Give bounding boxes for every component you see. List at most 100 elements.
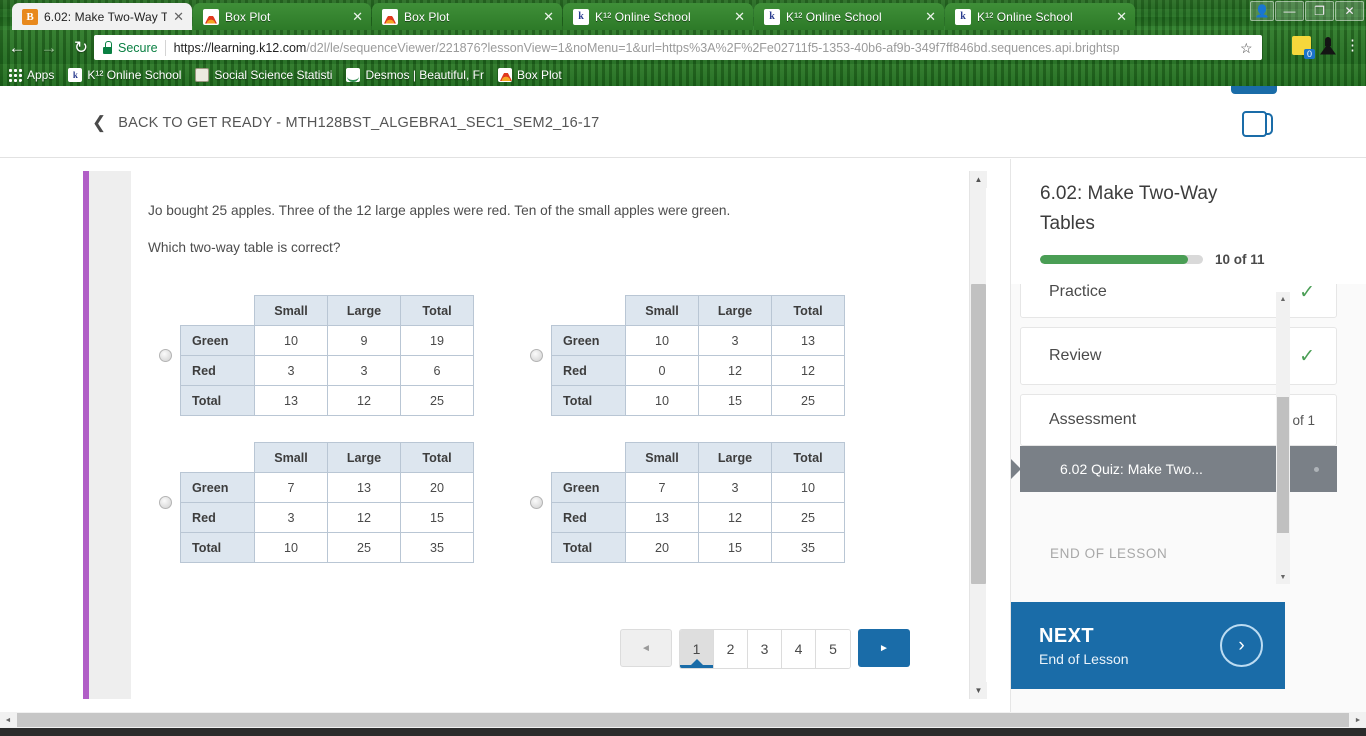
title-bar: B 6.02: Make Two-Way Tab ✕ Box Plot ✕ Bo… — [0, 0, 1366, 30]
browser-tab-4[interactable]: k K¹² Online School ✕ — [754, 3, 944, 30]
chevron-right-icon: › — [1220, 624, 1263, 667]
previous-page-button[interactable]: ◄ — [620, 629, 672, 667]
close-icon[interactable]: ✕ — [543, 8, 554, 24]
reload-icon[interactable]: ↻ — [73, 37, 89, 57]
scroll-up-icon[interactable]: ▲ — [970, 171, 987, 188]
window-controls: 👤 — ❐ ✕ — [1250, 1, 1364, 21]
side-panel-icon[interactable] — [1242, 111, 1273, 138]
table-row: Total 20 15 35 — [551, 532, 845, 563]
column-header: Total — [771, 442, 845, 473]
answer-option-d[interactable]: Small Large Total Green 7 3 10 Red 1 — [530, 442, 845, 563]
corner-cell — [552, 443, 626, 473]
table-cell: 12 — [327, 502, 401, 533]
page-button-3[interactable]: 3 — [748, 630, 782, 668]
table-row: Green 7 13 20 — [180, 472, 474, 503]
bookmark-apps[interactable]: Apps — [8, 68, 54, 82]
next-button[interactable]: NEXT End of Lesson › — [1011, 602, 1285, 689]
close-icon[interactable]: ✕ — [352, 8, 363, 24]
progress-fill — [1040, 255, 1189, 264]
sidebar-subitem-label: 6.02 Quiz: Make Two... — [1060, 461, 1203, 477]
scrollbar-thumb[interactable] — [17, 713, 1349, 727]
answer-option-a[interactable]: Small Large Total Green 10 9 19 Red — [159, 295, 474, 416]
scroll-down-icon[interactable]: ▼ — [970, 682, 987, 699]
bookmark-k12[interactable]: k K¹² Online School — [68, 68, 181, 82]
close-icon[interactable]: ✕ — [734, 8, 745, 24]
page-button-5[interactable]: 5 — [816, 630, 850, 668]
bookmark-social-science[interactable]: Social Science Statisti — [195, 68, 332, 82]
next-page-button[interactable]: ► — [858, 629, 910, 667]
back-to-get-ready-link[interactable]: ❮ BACK TO GET READY - MTH128BST_ALGEBRA1… — [92, 114, 599, 131]
radio-button[interactable] — [530, 349, 543, 362]
address-bar[interactable]: Secure https://learning.k12.com/d2l/le/s… — [94, 35, 1262, 60]
scroll-right-icon[interactable]: ► — [1354, 716, 1362, 724]
row-header: Green — [551, 472, 626, 503]
back-link-label: BACK TO GET READY - MTH128BST_ALGEBRA1_S… — [118, 114, 600, 131]
close-icon[interactable]: ✕ — [1116, 8, 1127, 24]
forward-icon[interactable]: → — [40, 37, 58, 57]
page-horizontal-scrollbar[interactable]: ◄ ► — [0, 712, 1366, 728]
close-icon[interactable]: ✕ — [173, 8, 184, 24]
close-icon[interactable]: ✕ — [925, 8, 936, 24]
scrollbar-thumb[interactable] — [1277, 397, 1289, 533]
table-cell: 15 — [400, 502, 474, 533]
restore-button[interactable]: ❐ — [1305, 1, 1334, 21]
page-button-1[interactable]: 1 — [680, 630, 714, 668]
browser-tab-5[interactable]: k K¹² Online School ✕ — [945, 3, 1135, 30]
scroll-up-icon[interactable]: ▲ — [1279, 295, 1287, 303]
page-button-4[interactable]: 4 — [782, 630, 816, 668]
sidebar-scrollbar[interactable]: ▲ ▼ — [1276, 292, 1290, 584]
top-tab-stub — [1231, 86, 1277, 94]
two-way-table-c: Small Large Total Green 7 13 20 Red — [180, 442, 474, 563]
row-header: Red — [180, 502, 255, 533]
table-cell: 13 — [625, 502, 699, 533]
tab-title: Box Plot — [404, 9, 450, 24]
row-header: Green — [551, 325, 626, 356]
box-plot-icon — [497, 68, 512, 82]
bookmark-desmos[interactable]: Desmos | Beautiful, Fr — [346, 68, 484, 82]
page-button-2[interactable]: 2 — [714, 630, 748, 668]
row-header: Total — [551, 532, 626, 563]
table-cell: 20 — [400, 472, 474, 503]
sidebar-item-list: Practice ✓ Review ✓ Assessment 0 of 1 6.… — [1011, 284, 1366, 584]
sidebar-item-label: Assessment — [1049, 411, 1137, 428]
sidebar-item-label: Review — [1049, 347, 1102, 364]
chevron-left-icon: ❮ — [92, 113, 107, 132]
chrome-menu-icon[interactable]: ⋮ — [1345, 37, 1360, 54]
radio-button[interactable] — [159, 349, 172, 362]
table-cell: 19 — [400, 325, 474, 356]
next-button-text: NEXT End of Lesson — [1039, 625, 1129, 667]
content-vertical-scrollbar[interactable]: ▲ ▼ — [969, 171, 987, 699]
url-text: https://learning.k12.com/d2l/le/sequence… — [174, 41, 1236, 55]
user-profile-icon[interactable]: 👤 — [1250, 1, 1274, 21]
active-pointer-icon — [1011, 458, 1021, 480]
table-cell: 13 — [327, 472, 401, 503]
tab-title: 6.02: Make Two-Way Tab — [44, 9, 168, 24]
bookmark-box-plot[interactable]: Box Plot — [497, 68, 562, 82]
browser-tab-0[interactable]: B 6.02: Make Two-Way Tab ✕ — [12, 3, 192, 30]
radio-button[interactable] — [530, 496, 543, 509]
radio-button[interactable] — [159, 496, 172, 509]
question-prompt-line1: Jo bought 25 apples. Three of the 12 lar… — [148, 203, 731, 218]
browser-tab-3[interactable]: k K¹² Online School ✕ — [563, 3, 753, 30]
browser-tab-1[interactable]: Box Plot ✕ — [193, 3, 371, 30]
close-window-button[interactable]: ✕ — [1335, 1, 1364, 21]
table-cell: 12 — [698, 355, 772, 386]
answer-option-c[interactable]: Small Large Total Green 7 13 20 Red — [159, 442, 474, 563]
back-icon[interactable]: ← — [8, 37, 26, 57]
bookmark-star-icon[interactable]: ☆ — [1240, 39, 1253, 56]
scroll-left-icon[interactable]: ◄ — [4, 716, 12, 724]
scroll-down-icon[interactable]: ▼ — [1279, 573, 1287, 581]
table-cell: 12 — [698, 502, 772, 533]
browser-tab-2[interactable]: Box Plot ✕ — [372, 3, 562, 30]
answer-option-b[interactable]: Small Large Total Green 10 3 13 Red — [530, 295, 845, 416]
tab-strip: B 6.02: Make Two-Way Tab ✕ Box Plot ✕ Bo… — [12, 2, 1136, 30]
extension-badge: 0 — [1303, 49, 1315, 59]
column-header: Small — [625, 442, 699, 473]
extension-yellow-icon[interactable]: 0 — [1292, 36, 1315, 59]
minimize-button[interactable]: — — [1275, 1, 1304, 21]
content-gutter — [89, 171, 131, 699]
scrollbar-thumb[interactable] — [971, 284, 986, 584]
extension-dark-icon[interactable] — [1320, 36, 1336, 55]
table-cell: 3 — [254, 355, 328, 386]
tab-title: K¹² Online School — [595, 9, 691, 24]
